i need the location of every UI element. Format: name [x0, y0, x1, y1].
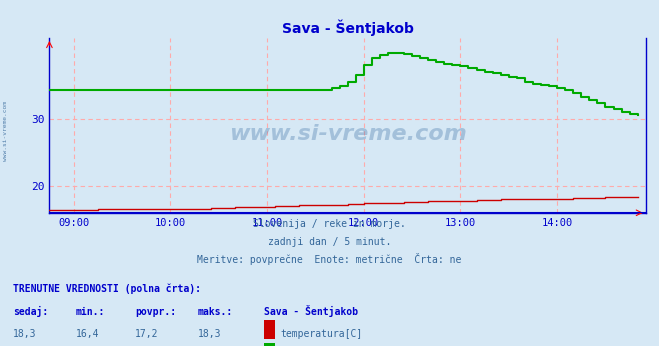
Text: min.:: min.: [76, 307, 105, 317]
Text: povpr.:: povpr.: [135, 307, 176, 317]
Text: temperatura[C]: temperatura[C] [280, 329, 362, 339]
Text: 17,2: 17,2 [135, 329, 159, 339]
Text: 16,4: 16,4 [76, 329, 100, 339]
Text: 18,3: 18,3 [198, 329, 221, 339]
Text: zadnji dan / 5 minut.: zadnji dan / 5 minut. [268, 237, 391, 247]
Text: maks.:: maks.: [198, 307, 233, 317]
Text: sedaj:: sedaj: [13, 306, 48, 317]
Text: TRENUTNE VREDNOSTI (polna črta):: TRENUTNE VREDNOSTI (polna črta): [13, 284, 201, 294]
Text: www.si-vreme.com: www.si-vreme.com [3, 101, 8, 162]
Text: Meritve: povprečne  Enote: metrične  Črta: ne: Meritve: povprečne Enote: metrične Črta:… [197, 253, 462, 265]
Text: 18,3: 18,3 [13, 329, 37, 339]
Title: Sava - Šentjakob: Sava - Šentjakob [281, 19, 414, 36]
Text: www.si-vreme.com: www.si-vreme.com [229, 124, 467, 144]
Text: Slovenija / reke in morje.: Slovenija / reke in morje. [253, 219, 406, 229]
Text: Sava - Šentjakob: Sava - Šentjakob [264, 305, 358, 317]
